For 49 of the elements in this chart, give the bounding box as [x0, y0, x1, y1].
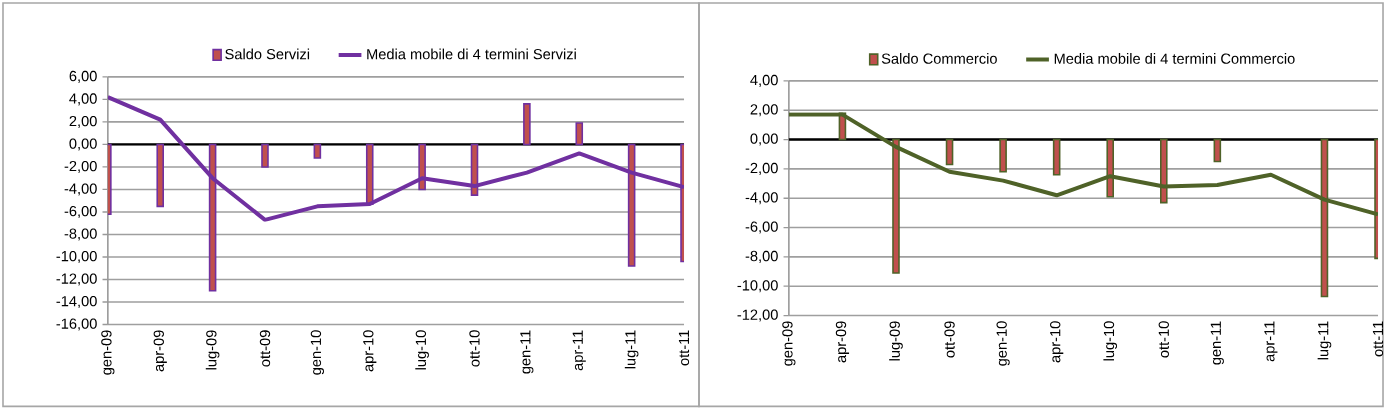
y-tick-label: 6,00 — [69, 70, 97, 83]
x-tick-label: lug-11 — [624, 330, 639, 369]
y-tick-label: 0,00 — [750, 133, 778, 146]
y-tick-label: -8,00 — [64, 228, 97, 241]
x-tick-label: ott-10 — [469, 330, 480, 367]
y-tick-label: -6,00 — [745, 221, 778, 234]
x-tick-label: gen-11 — [520, 330, 534, 374]
x-tick-label: lug-10 — [415, 330, 429, 370]
y-tick-label: -12,00 — [737, 309, 778, 322]
y-tick-label: 2,00 — [69, 115, 97, 128]
y-tick-label: -10,00 — [56, 250, 97, 263]
x-tick-label: ott-11 — [678, 330, 690, 366]
x-tick-label: apr-09 — [835, 321, 850, 363]
y-tick-label: -10,00 — [737, 279, 778, 293]
y-tick-label: 0,00 — [69, 138, 97, 151]
y-tick-label: -14,00 — [56, 295, 97, 308]
legend-label: Saldo Commercio — [881, 52, 997, 64]
x-tick-label: lug-10 — [1103, 321, 1118, 361]
x-tick-label: gen-09 — [782, 321, 796, 366]
x-tick-label: apr-09 — [153, 330, 167, 372]
y-tick-label: -12,00 — [56, 273, 97, 286]
legend-label: Media mobile di 4 termini Commercio — [1054, 52, 1295, 64]
x-tick-label: lug-09 — [889, 321, 903, 361]
y-tick-label: -4,00 — [64, 183, 97, 196]
y-tick-label: -4,00 — [745, 191, 778, 205]
legend-label: Media mobile di 4 termini Servizi — [367, 48, 576, 60]
y-tick-label: -2,00 — [745, 162, 778, 175]
x-tick-label: gen-10 — [996, 321, 1010, 366]
x-tick-label: gen-09 — [101, 330, 115, 375]
x-tick-label: ott-09 — [259, 330, 271, 367]
y-tick-label: -8,00 — [745, 250, 778, 263]
x-tick-label: apr-11 — [572, 330, 586, 371]
x-tick-label: apr-11 — [1264, 321, 1278, 362]
y-tick-label: 4,00 — [69, 93, 97, 106]
y-tick-label: 4,00 — [750, 74, 778, 87]
x-tick-label: lug-09 — [205, 330, 220, 370]
x-tick-label: apr-10 — [363, 330, 377, 372]
legend-label: Saldo Servizi — [225, 48, 310, 60]
y-tick-label: 2,00 — [750, 103, 778, 117]
x-tick-label: gen-10 — [310, 330, 324, 375]
x-tick-label: apr-10 — [1050, 321, 1064, 363]
x-tick-label: ott-10 — [1158, 321, 1169, 358]
y-tick-label: -6,00 — [64, 205, 97, 218]
x-tick-label: lug-11 — [1317, 321, 1332, 360]
x-tick-label: gen-11 — [1210, 321, 1224, 365]
x-tick-label: ott-09 — [944, 321, 955, 358]
x-tick-label: ott-11 — [1372, 321, 1384, 357]
y-tick-label: -2,00 — [64, 160, 97, 173]
y-tick-label: -16,00 — [56, 318, 97, 331]
